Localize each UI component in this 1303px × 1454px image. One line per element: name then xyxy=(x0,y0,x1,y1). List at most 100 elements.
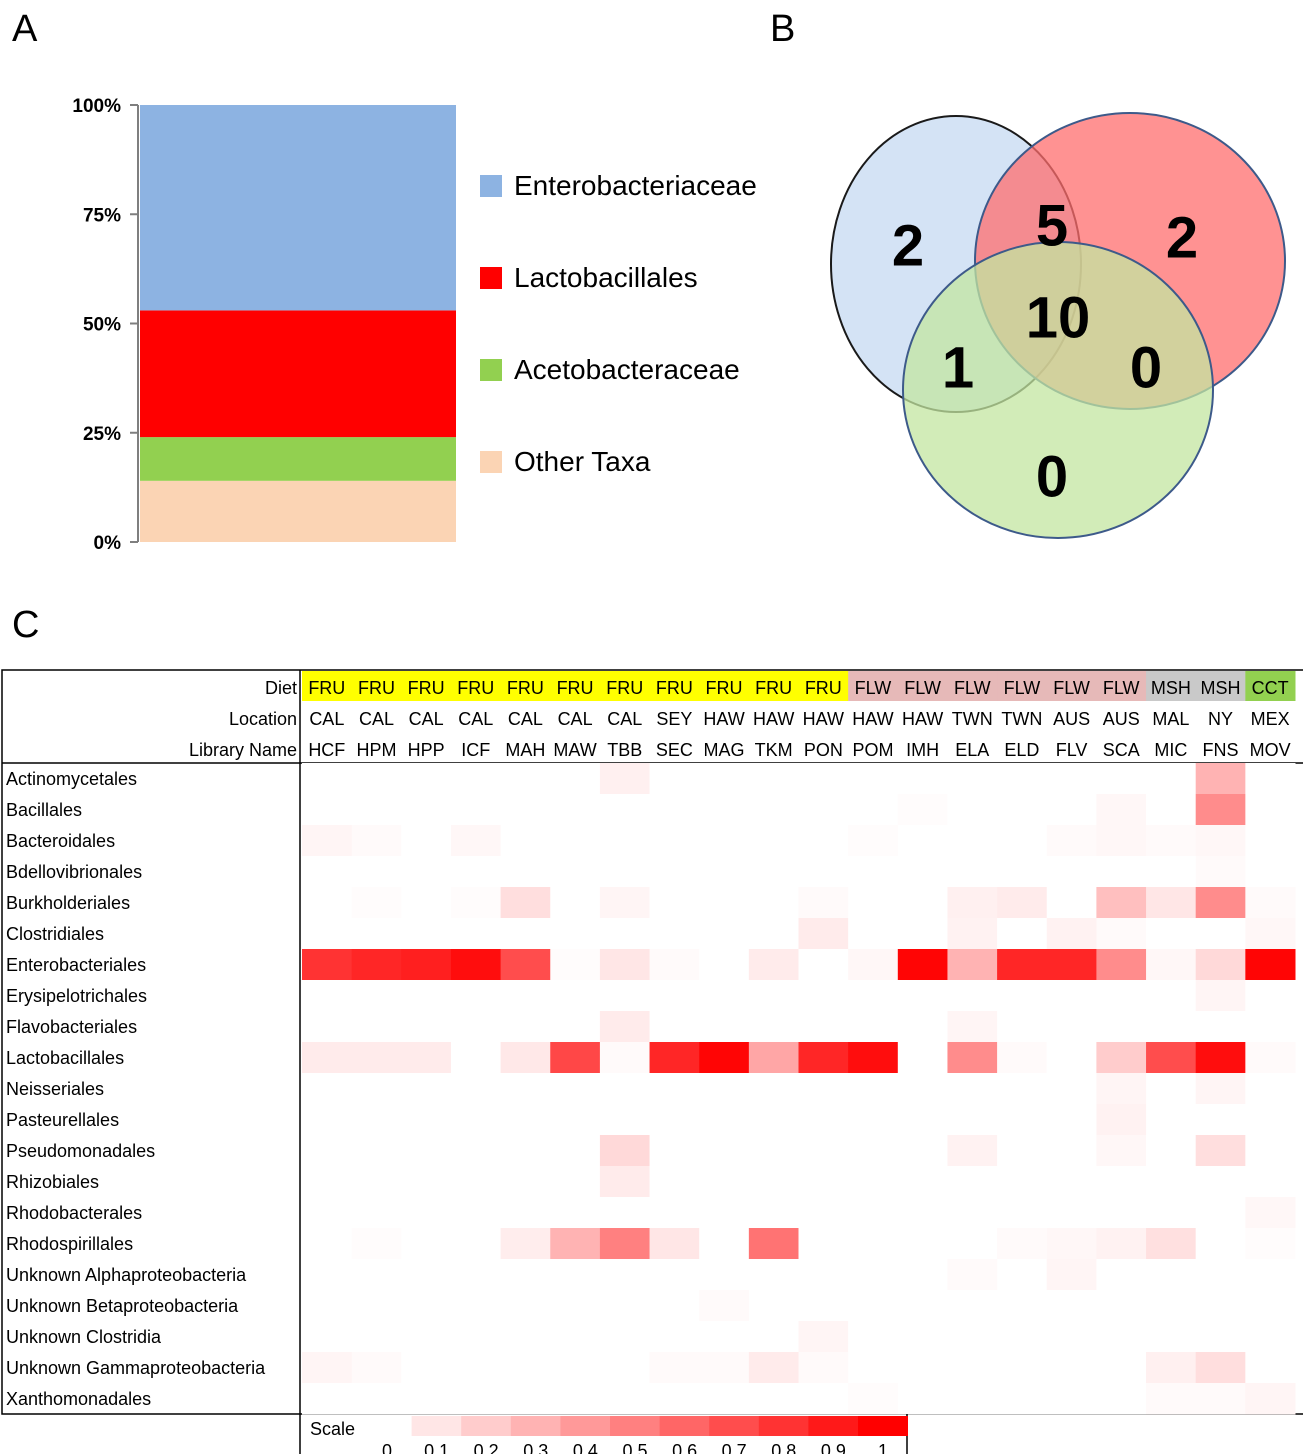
heatmap-cell xyxy=(699,980,750,1012)
heatmap-cell xyxy=(500,1259,551,1291)
heatmap-cell xyxy=(798,1259,849,1291)
scale-swatch xyxy=(362,1416,412,1436)
heatmap-cell xyxy=(649,856,700,888)
heatmap-cell xyxy=(997,856,1048,888)
scale-tick: 0.8 xyxy=(771,1441,796,1454)
heatmap-cell xyxy=(947,949,998,981)
location-label: CAL xyxy=(558,709,593,729)
heatmap-cell xyxy=(599,825,651,857)
heatmap-cell xyxy=(500,1352,551,1384)
heatmap-cell xyxy=(1146,1135,1197,1167)
heatmap-cell xyxy=(798,1228,849,1260)
heatmap-cell xyxy=(649,1197,700,1229)
location-label: NY xyxy=(1208,709,1233,729)
heatmap-cell xyxy=(1046,1197,1097,1229)
heatmap-cell xyxy=(599,1383,651,1415)
venn-region-only-3: 0 xyxy=(1036,444,1068,509)
heatmap-cell xyxy=(1146,1011,1197,1043)
heatmap-cell xyxy=(897,1011,948,1043)
diet-label: MSH xyxy=(1201,678,1241,698)
heatmap-cell xyxy=(1195,1259,1246,1291)
heatmap-cell xyxy=(1245,1352,1296,1384)
heatmap-cell xyxy=(748,1259,799,1291)
heatmap-cell xyxy=(798,1352,849,1384)
heatmap-cell xyxy=(1245,1259,1296,1291)
heatmap-cell xyxy=(1146,980,1197,1012)
heatmap-cell xyxy=(1195,1166,1246,1198)
heatmap-cell xyxy=(550,825,601,857)
heatmap-cell xyxy=(302,1042,353,1074)
heatmap-cell xyxy=(500,763,551,795)
heatmap-cell xyxy=(848,980,899,1012)
heatmap-cell xyxy=(798,949,849,981)
heatmap-cell xyxy=(351,1228,402,1260)
heatmap-cell xyxy=(748,1290,799,1322)
heatmap-cell xyxy=(699,918,750,950)
heatmap-cell xyxy=(947,918,998,950)
heatmap-cell xyxy=(1096,1073,1147,1105)
heatmap-cell xyxy=(450,949,502,981)
heatmap-cell xyxy=(351,1383,402,1415)
heatmap-cell xyxy=(748,1011,799,1043)
heatmap-cell xyxy=(401,1259,452,1291)
diet-label: FLW xyxy=(954,678,991,698)
heatmap-cell xyxy=(897,1197,948,1229)
diet-cell xyxy=(500,671,551,701)
heatmap-cell xyxy=(997,794,1048,826)
heatmap-cell xyxy=(997,1383,1048,1415)
heatmap-cell xyxy=(848,1073,899,1105)
heatmap-cell xyxy=(401,1166,452,1198)
heatmap-cell xyxy=(500,918,551,950)
heatmap-cell xyxy=(798,1042,849,1074)
diet-cell xyxy=(550,671,601,701)
heatmap-cell xyxy=(699,949,750,981)
heatmap-cell xyxy=(1245,856,1296,888)
location-label: CAL xyxy=(508,709,543,729)
library-label: POM xyxy=(852,740,893,760)
heatmap-cell xyxy=(550,980,601,1012)
library-label: FLV xyxy=(1056,740,1088,760)
heatmap-cell xyxy=(748,918,799,950)
heatmap-cell xyxy=(1146,1321,1197,1353)
heatmap-cell xyxy=(500,949,551,981)
diet-label: FLW xyxy=(904,678,941,698)
heatmap-cell xyxy=(649,1259,700,1291)
heatmap-cell xyxy=(599,1042,651,1074)
heatmap-cell xyxy=(1096,1228,1147,1260)
heatmap-cell xyxy=(599,1290,651,1322)
diet-label: FRU xyxy=(507,678,544,698)
heatmap-cell xyxy=(351,1166,402,1198)
heatmap-cell xyxy=(947,1228,998,1260)
heatmap-cell xyxy=(401,1321,452,1353)
heatmap-cell xyxy=(897,856,948,888)
heatmap-cell xyxy=(550,1321,601,1353)
legend-swatch xyxy=(480,267,502,289)
heatmap-cell xyxy=(302,1259,353,1291)
heatmap-cell xyxy=(848,1042,899,1074)
heatmap-cell xyxy=(947,1042,998,1074)
scale-swatch xyxy=(510,1416,561,1436)
heatmap-cell xyxy=(1245,1166,1296,1198)
heatmap-cell xyxy=(1096,763,1147,795)
library-label: SEC xyxy=(656,740,693,760)
heatmap-cell xyxy=(302,1352,353,1384)
heatmap-cell xyxy=(599,1197,651,1229)
heatmap-cell xyxy=(748,1383,799,1415)
heatmap-cell xyxy=(897,1290,948,1322)
location-label: MAL xyxy=(1152,709,1189,729)
scale-tick: 0.2 xyxy=(474,1441,499,1454)
heatmap-cell xyxy=(1046,856,1097,888)
row-label: Erysipelotrichales xyxy=(6,986,147,1006)
heatmap-cell xyxy=(1195,763,1246,795)
heatmap-cell xyxy=(897,794,948,826)
library-label: HCF xyxy=(308,740,345,760)
heatmap-cell xyxy=(401,1383,452,1415)
heatmap-cell xyxy=(351,825,402,857)
heatmap-cell xyxy=(848,1228,899,1260)
heatmap-cell xyxy=(1096,949,1147,981)
heatmap-cell xyxy=(848,1104,899,1136)
row-label: Bacillales xyxy=(6,800,82,820)
diet-cell xyxy=(351,671,402,701)
heatmap-cell xyxy=(550,1104,601,1136)
heatmap-cell xyxy=(351,794,402,826)
